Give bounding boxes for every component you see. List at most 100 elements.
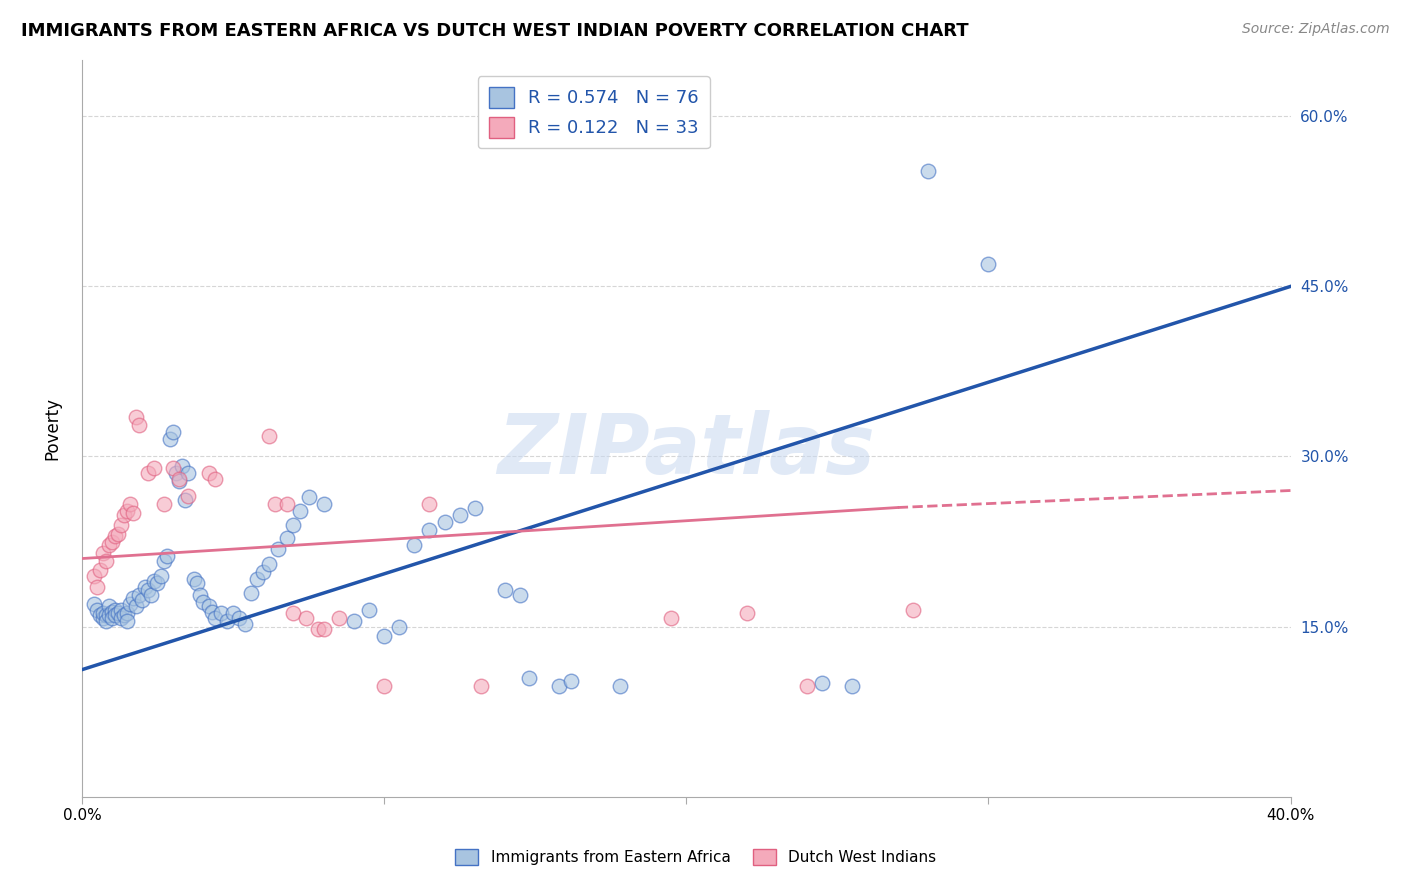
Point	[201, 605, 224, 619]
Point	[104, 608, 127, 623]
Point	[167, 475, 190, 489]
Point	[143, 460, 166, 475]
Point	[141, 588, 163, 602]
Point	[91, 546, 114, 560]
Point	[186, 576, 208, 591]
Point	[122, 506, 145, 520]
Point	[112, 508, 135, 523]
Point	[494, 583, 516, 598]
Point	[146, 576, 169, 591]
Point	[143, 574, 166, 589]
Point	[294, 610, 316, 624]
Point	[288, 504, 311, 518]
Point	[152, 554, 174, 568]
Point	[267, 542, 290, 557]
Point	[240, 585, 263, 599]
Point	[901, 602, 924, 616]
Legend: R = 0.574   N = 76, R = 0.122   N = 33: R = 0.574 N = 76, R = 0.122 N = 33	[478, 76, 710, 148]
Point	[94, 608, 117, 623]
Point	[104, 529, 127, 543]
Legend: Immigrants from Eastern Africa, Dutch West Indians: Immigrants from Eastern Africa, Dutch We…	[450, 843, 942, 871]
Point	[404, 538, 426, 552]
Point	[155, 549, 177, 564]
Point	[796, 679, 818, 693]
Point	[125, 599, 148, 614]
Point	[173, 492, 195, 507]
Point	[138, 467, 160, 481]
Point	[517, 671, 540, 685]
Point	[89, 563, 111, 577]
Point	[198, 467, 221, 481]
Point	[94, 614, 117, 628]
Point	[841, 679, 863, 693]
Point	[110, 517, 132, 532]
Point	[83, 597, 105, 611]
Point	[283, 517, 305, 532]
Point	[122, 591, 145, 606]
Point	[246, 572, 269, 586]
Point	[204, 472, 226, 486]
Point	[101, 610, 124, 624]
Point	[388, 619, 411, 633]
Point	[86, 580, 108, 594]
Point	[177, 489, 200, 503]
Point	[110, 602, 132, 616]
Point	[131, 593, 153, 607]
Point	[101, 605, 124, 619]
Point	[107, 606, 129, 620]
Y-axis label: Poverty: Poverty	[44, 397, 60, 459]
Point	[464, 500, 486, 515]
Point	[307, 622, 329, 636]
Point	[162, 460, 184, 475]
Point	[297, 491, 319, 505]
Point	[120, 497, 142, 511]
Point	[198, 599, 221, 614]
Point	[659, 610, 682, 624]
Point	[228, 610, 250, 624]
Point	[215, 614, 238, 628]
Point	[162, 425, 184, 439]
Point	[259, 558, 281, 572]
Point	[86, 602, 108, 616]
Point	[98, 599, 121, 614]
Point	[449, 508, 471, 523]
Point	[509, 588, 531, 602]
Text: ZIPatlas: ZIPatlas	[498, 409, 875, 491]
Point	[183, 572, 205, 586]
Point	[259, 429, 281, 443]
Point	[418, 497, 440, 511]
Point	[917, 163, 939, 178]
Point	[418, 523, 440, 537]
Point	[209, 606, 232, 620]
Point	[252, 565, 274, 579]
Point	[977, 257, 1000, 271]
Point	[264, 497, 287, 511]
Point	[167, 472, 190, 486]
Point	[117, 504, 139, 518]
Point	[276, 531, 298, 545]
Point	[811, 676, 834, 690]
Point	[165, 467, 187, 481]
Point	[120, 597, 142, 611]
Point	[357, 602, 380, 616]
Point	[152, 497, 174, 511]
Point	[91, 606, 114, 620]
Point	[373, 629, 395, 643]
Point	[204, 610, 226, 624]
Point	[283, 606, 305, 620]
Point	[94, 554, 117, 568]
Point	[89, 608, 111, 623]
Text: IMMIGRANTS FROM EASTERN AFRICA VS DUTCH WEST INDIAN POVERTY CORRELATION CHART: IMMIGRANTS FROM EASTERN AFRICA VS DUTCH …	[21, 22, 969, 40]
Point	[222, 606, 245, 620]
Point	[107, 526, 129, 541]
Point	[110, 610, 132, 624]
Point	[373, 679, 395, 693]
Point	[560, 673, 582, 688]
Point	[128, 588, 150, 602]
Point	[177, 467, 200, 481]
Point	[548, 679, 571, 693]
Point	[138, 583, 160, 598]
Point	[117, 606, 139, 620]
Point	[134, 580, 156, 594]
Point	[98, 608, 121, 623]
